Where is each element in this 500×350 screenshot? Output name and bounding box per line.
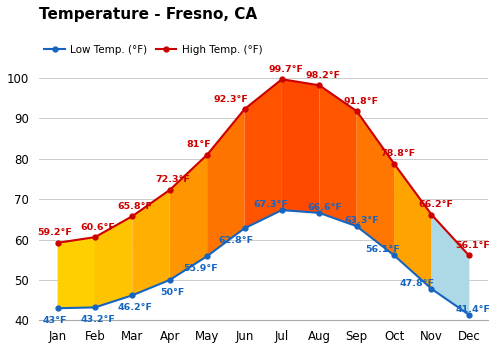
Polygon shape: [58, 237, 95, 308]
Text: 47.8°F: 47.8°F: [400, 279, 435, 288]
Polygon shape: [394, 164, 432, 289]
Polygon shape: [282, 79, 320, 213]
Polygon shape: [320, 85, 356, 226]
Polygon shape: [432, 215, 469, 315]
Text: Temperature - Fresno, CA: Temperature - Fresno, CA: [39, 7, 257, 22]
Text: 59.2°F: 59.2°F: [38, 228, 72, 237]
Text: 41.4°F: 41.4°F: [456, 304, 490, 314]
Text: 65.8°F: 65.8°F: [118, 202, 152, 211]
Legend: Low Temp. (°F), High Temp. (°F): Low Temp. (°F), High Temp. (°F): [44, 45, 262, 55]
Text: 66.2°F: 66.2°F: [418, 200, 453, 209]
Text: 66.6°F: 66.6°F: [308, 203, 342, 212]
Text: 92.3°F: 92.3°F: [213, 94, 248, 104]
Text: 72.3°F: 72.3°F: [155, 175, 190, 184]
Polygon shape: [170, 155, 207, 280]
Text: 63.3°F: 63.3°F: [345, 216, 380, 225]
Text: 78.8°F: 78.8°F: [380, 149, 416, 158]
Text: 56.1°F: 56.1°F: [456, 241, 490, 250]
Polygon shape: [207, 109, 244, 256]
Text: 91.8°F: 91.8°F: [344, 97, 378, 106]
Text: 81°F: 81°F: [186, 140, 211, 149]
Text: 62.8°F: 62.8°F: [218, 236, 254, 245]
Polygon shape: [132, 190, 170, 295]
Polygon shape: [95, 216, 132, 307]
Text: 60.6°F: 60.6°F: [80, 223, 115, 232]
Text: 43.2°F: 43.2°F: [80, 315, 115, 324]
Polygon shape: [356, 111, 394, 255]
Text: 67.3°F: 67.3°F: [254, 200, 288, 209]
Text: 98.2°F: 98.2°F: [306, 71, 341, 80]
Text: 50°F: 50°F: [160, 288, 184, 297]
Text: 56.1°F: 56.1°F: [366, 245, 400, 254]
Text: 55.9°F: 55.9°F: [183, 264, 218, 273]
Polygon shape: [244, 79, 282, 228]
Text: 46.2°F: 46.2°F: [118, 303, 152, 312]
Text: 43°F: 43°F: [42, 316, 67, 325]
Text: 99.7°F: 99.7°F: [268, 65, 304, 74]
